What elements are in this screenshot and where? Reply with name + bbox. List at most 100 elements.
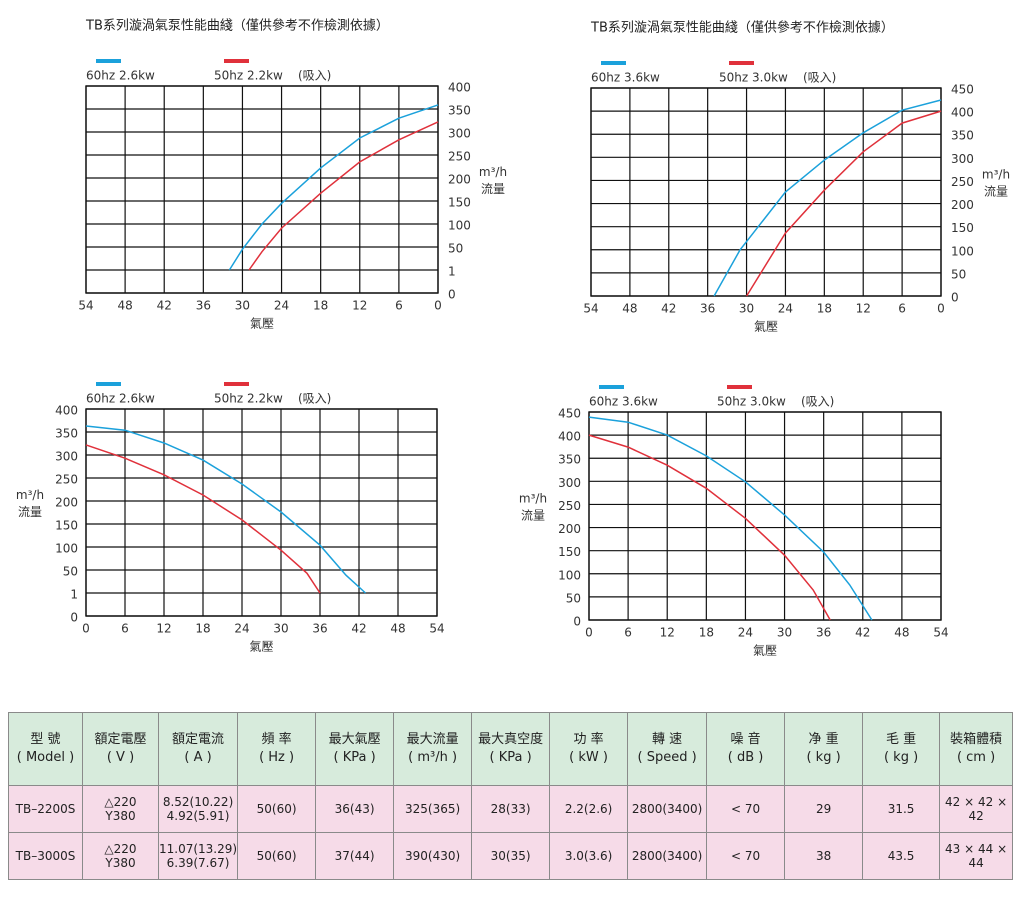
table-cell: 3.0(3.6) bbox=[549, 832, 629, 880]
x-tick-label: 36 bbox=[196, 299, 211, 313]
x-tick-label: 12 bbox=[352, 299, 367, 313]
table-cell: 8.52(10.22) 4.92(5.91) bbox=[157, 785, 239, 833]
x-tick-label: 6 bbox=[395, 299, 403, 313]
x-tick-label: 0 bbox=[937, 302, 945, 316]
x-tick-label: 54 bbox=[583, 302, 598, 316]
y-axis-label: 流量 bbox=[521, 509, 545, 523]
x-tick-label: 54 bbox=[78, 299, 93, 313]
x-tick-label: 42 bbox=[157, 299, 172, 313]
annotation: (吸入) bbox=[298, 69, 331, 83]
cell-line: 型 號 bbox=[30, 732, 61, 747]
cell-line: ( A ) bbox=[184, 750, 212, 765]
y-axis-label: m³/h bbox=[982, 168, 1010, 182]
header-row: 型 號 ( Model ) 額定電壓 ( V ) 額定電流 ( A ) 頻 率 ( Hz ) 最… bbox=[8, 712, 1014, 786]
legend-swatch bbox=[224, 382, 249, 386]
y-tick-label: 100 bbox=[558, 568, 581, 582]
legend-swatch bbox=[601, 61, 626, 65]
header-cell: 額定電流 ( A ) bbox=[157, 712, 239, 786]
x-tick-label: 36 bbox=[816, 626, 831, 640]
x-tick-label: 30 bbox=[739, 302, 754, 316]
table-cell: 390(430) bbox=[393, 832, 473, 880]
cell-line: 噪 音 bbox=[730, 732, 761, 747]
table-cell: 31.5 bbox=[862, 785, 941, 833]
y-axis-label: 流量 bbox=[984, 185, 1008, 199]
x-tick-label: 30 bbox=[273, 622, 288, 636]
x-tick-label: 18 bbox=[313, 299, 328, 313]
x-tick-label: 18 bbox=[195, 622, 210, 636]
y-tick-label: 150 bbox=[448, 196, 471, 210]
spec-table: 型 號 ( Model ) 額定電壓 ( V ) 額定電流 ( A ) 頻 率 ( Hz ) 最… bbox=[8, 712, 1014, 880]
table-cell: 2800(3400) bbox=[627, 785, 708, 833]
x-tick-label: 0 bbox=[434, 299, 442, 313]
table-cell: 42 × 42 × 42 bbox=[939, 785, 1014, 833]
y-tick-label: 0 bbox=[951, 291, 959, 305]
table-cell: 28(33) bbox=[471, 785, 551, 833]
y-tick-label: 50 bbox=[63, 565, 78, 579]
header-cell: 净 重 ( kg ) bbox=[784, 712, 864, 786]
table-cell: TB–3000S bbox=[8, 832, 83, 880]
cell-line: △220 bbox=[104, 795, 137, 809]
data-line bbox=[588, 416, 873, 621]
table-cell: 29 bbox=[784, 785, 864, 833]
cell-line: ( KPa ) bbox=[333, 750, 376, 765]
data-line bbox=[248, 121, 439, 271]
y-tick-label: 400 bbox=[55, 404, 78, 418]
table-cell: 50(60) bbox=[237, 832, 317, 880]
y-axis-label: 流量 bbox=[481, 182, 505, 196]
cell-line: Y380 bbox=[105, 809, 136, 823]
x-tick-label: 30 bbox=[777, 626, 792, 640]
y-tick-label: 0 bbox=[70, 611, 78, 625]
y-tick-label: 100 bbox=[55, 542, 78, 556]
table-cell: △220 Y380 bbox=[82, 785, 159, 833]
y-tick-label: 300 bbox=[448, 127, 471, 141]
header-cell: 轉 速 ( Speed ) bbox=[627, 712, 708, 786]
legend-swatch bbox=[599, 385, 624, 389]
header-cell: 型 號 ( Model ) bbox=[8, 712, 83, 786]
cell-line: ( kW ) bbox=[569, 750, 608, 765]
legend-label: 50hz 2.2kw bbox=[214, 392, 283, 406]
cell-line: ( dB ) bbox=[727, 750, 764, 765]
table-cell: 2.2(2.6) bbox=[549, 785, 629, 833]
x-tick-label: 42 bbox=[661, 302, 676, 316]
y-tick-label: 50 bbox=[566, 591, 581, 605]
cell-line: 功 率 bbox=[573, 732, 604, 747]
x-tick-label: 18 bbox=[817, 302, 832, 316]
x-tick-label: 42 bbox=[351, 622, 366, 636]
header-cell: 裝箱體積 ( cm ) bbox=[939, 712, 1014, 786]
cell-line: 净 重 bbox=[808, 732, 839, 747]
header-cell: 噪 音 ( dB ) bbox=[706, 712, 786, 786]
y-tick-label: 200 bbox=[55, 496, 78, 510]
data-line bbox=[713, 99, 942, 297]
x-axis-label: 氣壓 bbox=[250, 317, 274, 331]
table-cell: 2800(3400) bbox=[627, 832, 708, 880]
cell-line: 4.92(5.91) bbox=[166, 809, 230, 823]
plot-border bbox=[590, 87, 942, 297]
table-cell: 50(60) bbox=[237, 785, 317, 833]
cell-line: ( cm ) bbox=[956, 750, 996, 765]
x-tick-label: 36 bbox=[312, 622, 327, 636]
cell-line: 最大流量 bbox=[406, 732, 459, 747]
y-tick-label: 350 bbox=[951, 129, 974, 143]
y-tick-label: 250 bbox=[55, 473, 78, 487]
y-axis-label: m³/h bbox=[16, 488, 44, 502]
x-tick-label: 48 bbox=[117, 299, 132, 313]
legend-label: 50hz 3.0kw bbox=[719, 71, 788, 85]
x-axis-label: 氣壓 bbox=[753, 644, 777, 658]
table-cell: < 70 bbox=[706, 785, 786, 833]
table-cell: 30(35) bbox=[471, 832, 551, 880]
cell-line: 最大氣壓 bbox=[328, 732, 381, 747]
legend-swatch bbox=[96, 382, 121, 386]
x-tick-label: 12 bbox=[660, 626, 675, 640]
cell-line: △220 bbox=[104, 842, 137, 856]
data-line bbox=[85, 444, 321, 594]
legend-swatch bbox=[727, 385, 752, 389]
table-cell: 37(44) bbox=[315, 832, 395, 880]
x-tick-label: 0 bbox=[585, 626, 593, 640]
chart-title: TB系列漩渦氣泵性能曲綫（僅供參考不作檢測依據） bbox=[85, 18, 389, 34]
legend-label: 50hz 3.0kw bbox=[717, 395, 786, 409]
annotation: (吸入) bbox=[801, 395, 834, 409]
y-tick-label: 300 bbox=[951, 152, 974, 166]
table-cell: 38 bbox=[784, 832, 864, 880]
legend-label: 60hz 3.6kw bbox=[591, 71, 660, 85]
x-tick-label: 42 bbox=[855, 626, 870, 640]
